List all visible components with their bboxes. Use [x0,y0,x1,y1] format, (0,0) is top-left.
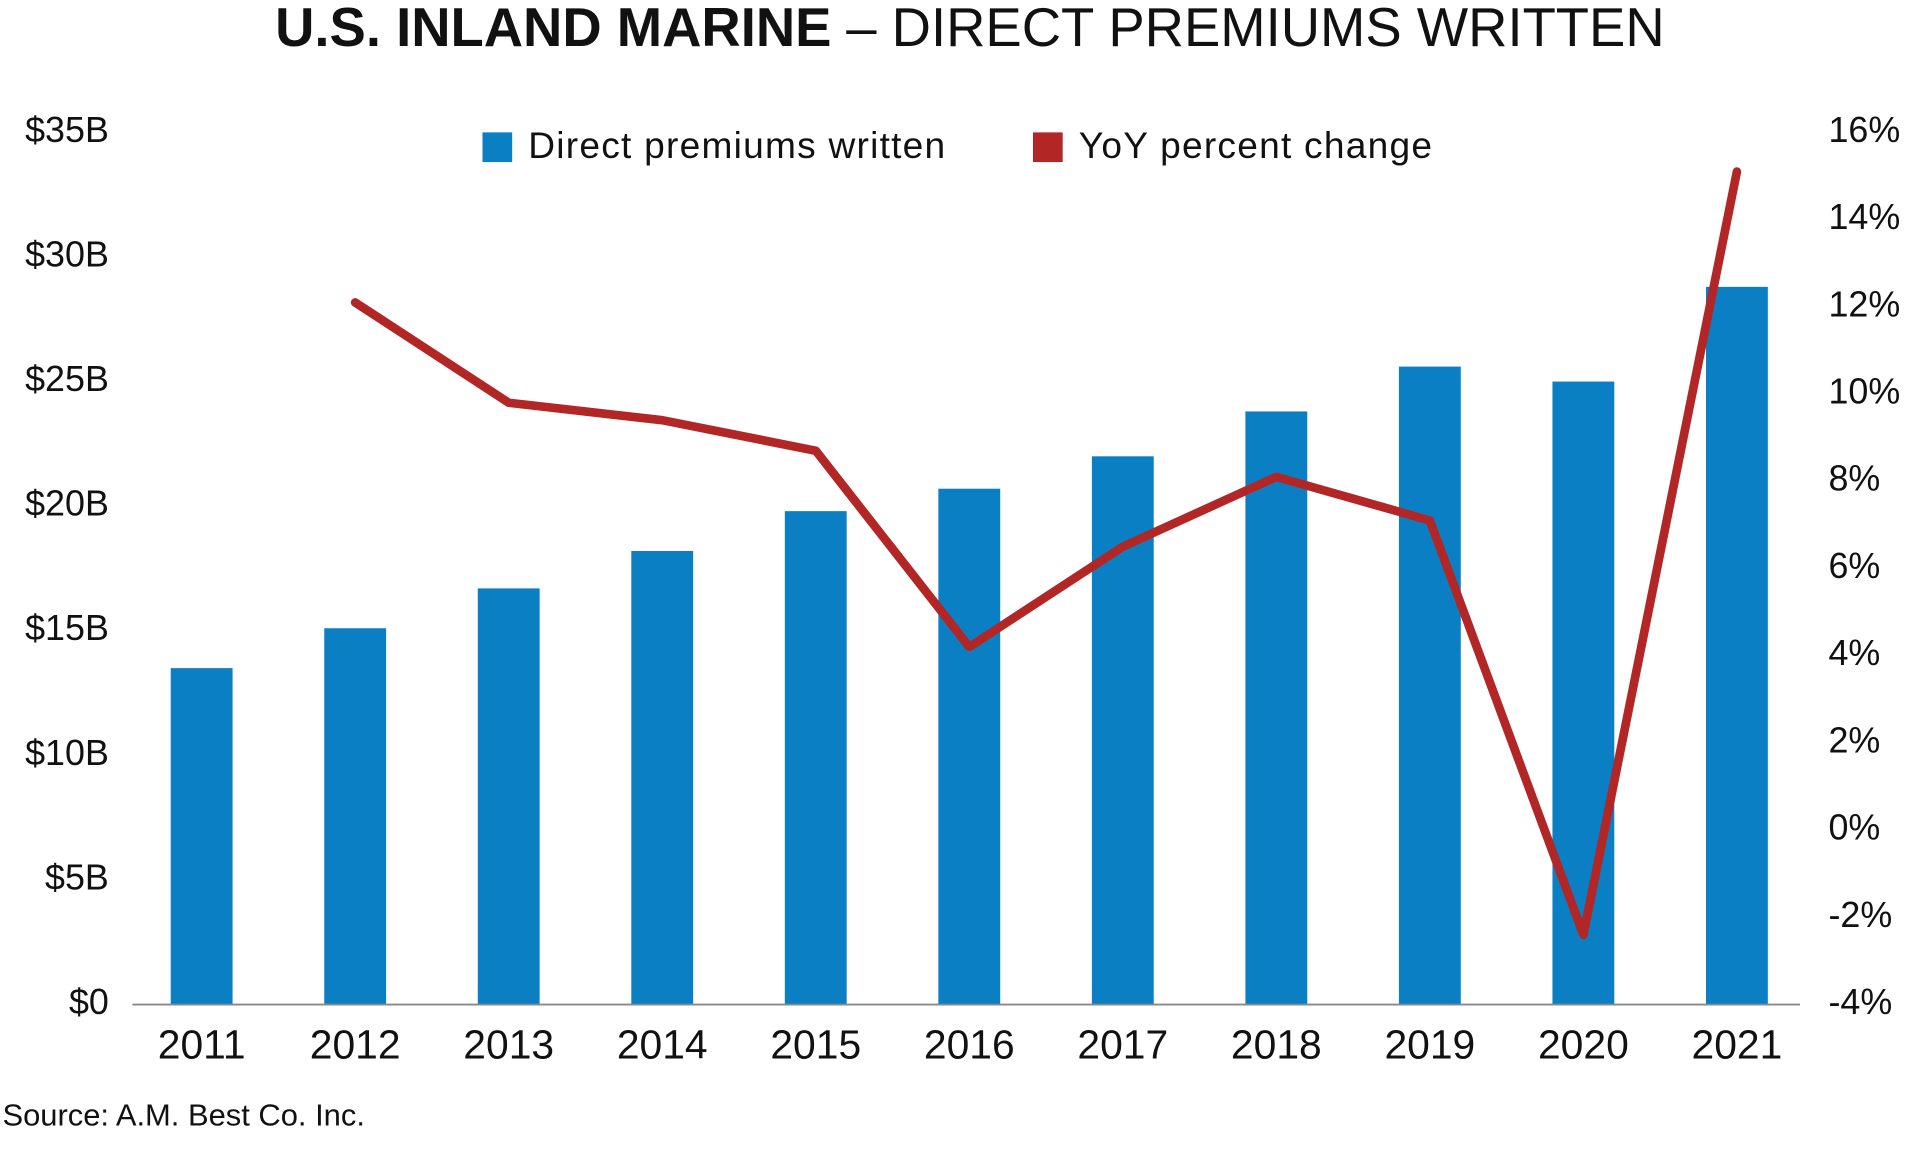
bar [938,488,1001,1005]
y2-tick-label: 12% [1828,284,1900,324]
x-tick-label: 2021 [1692,1022,1783,1068]
x-tick-label: 2014 [617,1022,708,1068]
line [350,167,1742,940]
legend-label: YoY percent change [1079,124,1433,166]
bar [1552,381,1615,1005]
legend-swatch [482,132,513,163]
y-tick-label: $25B [25,359,109,399]
y2-tick-label: -4% [1828,982,1892,1022]
bar [1705,286,1768,1005]
y2-tick-label: 10% [1828,371,1900,411]
x-tick-label: 2012 [310,1022,401,1068]
bar [477,588,540,1005]
bar [631,551,694,1005]
y-tick-label: $15B [25,608,109,648]
y2-tick-label: 14% [1828,197,1900,237]
bar [784,511,847,1005]
source: Source: A.M. Best Co. Inc. [2,1097,364,1132]
x-tick-label: 2011 [158,1022,246,1068]
y-tick-label: $35B [25,110,109,150]
y2-tick-label: 8% [1828,459,1880,499]
legend: Direct premiums written YoY percent chang… [482,124,1433,166]
legend-swatch [1032,132,1063,163]
bar [324,628,387,1005]
x-tick-label: 2015 [770,1022,861,1068]
x-tick-label: 2017 [1077,1022,1168,1068]
y-tick-label: $5B [45,857,109,897]
x-tick-label: 2016 [924,1022,1015,1068]
y2-tick-label: 4% [1828,633,1880,673]
y-tick-label: $10B [25,733,109,773]
y2-tick-label: 2% [1828,720,1880,760]
x-tick-label: 2018 [1231,1022,1322,1068]
y-tick-label: $30B [25,234,109,274]
bar [1245,411,1308,1005]
y2-tick-label: 16% [1828,110,1900,150]
legend-label: Direct premiums written [528,124,946,166]
x-tick-label: 2020 [1538,1022,1629,1068]
title-rest: – DIRECT PREMIUMS WRITTEN [846,0,1664,59]
chart-title: U.S. INLAND MARINE – DIRECT PREMIUMS WRIT… [275,0,1665,59]
y-tick-label: $0 [69,982,109,1022]
y2-tick-label: 6% [1828,546,1880,586]
y2-tick-label: 0% [1828,808,1880,848]
bar [1398,366,1461,1005]
x-tick-label: 2019 [1384,1022,1475,1068]
bar [170,668,233,1005]
title-bold: U.S. INLAND MARINE [275,0,831,59]
y2-tick-label: -2% [1828,895,1892,935]
y-tick-label: $20B [25,484,109,524]
x-tick-label: 2013 [463,1022,554,1068]
